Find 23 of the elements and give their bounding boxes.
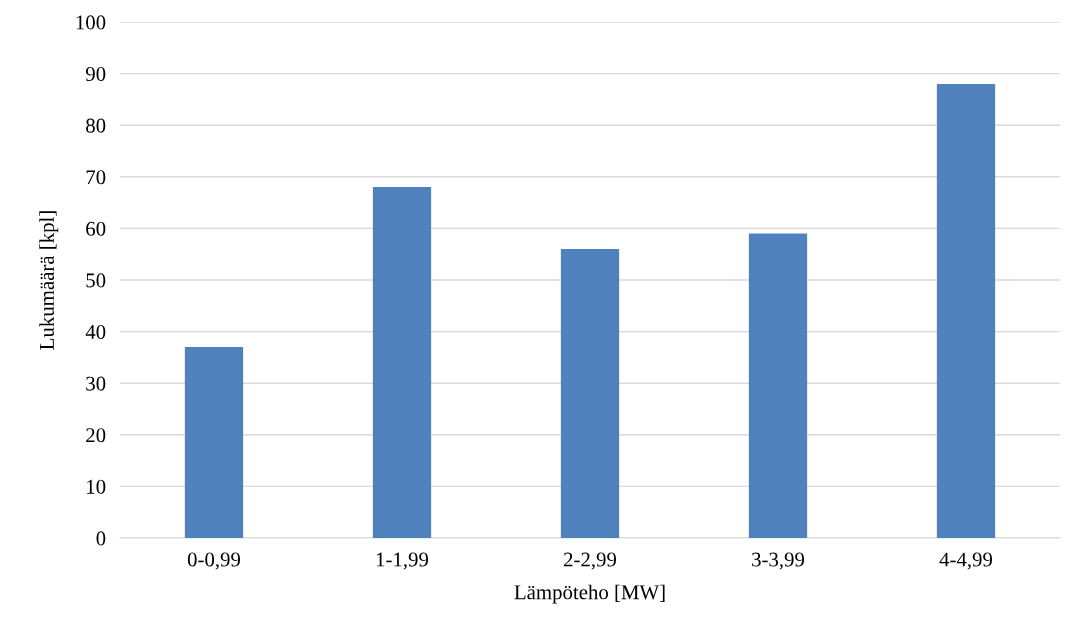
bar bbox=[372, 187, 432, 538]
x-tick-label: 1-1,99 bbox=[376, 552, 429, 570]
y-axis-title: Lukumäärä [kpl] bbox=[39, 211, 59, 350]
bar bbox=[560, 249, 620, 538]
bar bbox=[748, 233, 808, 538]
y-tick-label: 70 bbox=[86, 170, 106, 185]
y-tick-label: 100 bbox=[76, 15, 106, 30]
bar bbox=[184, 347, 244, 538]
y-tick-label: 10 bbox=[87, 479, 106, 494]
x-tick-label: 4-4,99 bbox=[939, 552, 993, 570]
y-tick-label: 50 bbox=[86, 273, 106, 288]
y-tick-label: 40 bbox=[85, 324, 106, 340]
y-tick-label: 60 bbox=[86, 221, 106, 236]
x-tick-label: 0-0,99 bbox=[187, 552, 241, 570]
y-tick-label: 90 bbox=[85, 66, 106, 82]
x-tick-label: 3-3,99 bbox=[752, 552, 805, 570]
y-tick-label: 0 bbox=[96, 531, 106, 546]
x-axis-title: Lämpöteho [MW] bbox=[514, 584, 665, 604]
y-tick-label: 20 bbox=[86, 428, 106, 443]
x-tick-label: 2-2,99 bbox=[564, 552, 617, 570]
y-tick-label: 80 bbox=[86, 118, 106, 133]
y-tick-label: 30 bbox=[86, 376, 106, 391]
bar bbox=[936, 83, 996, 538]
